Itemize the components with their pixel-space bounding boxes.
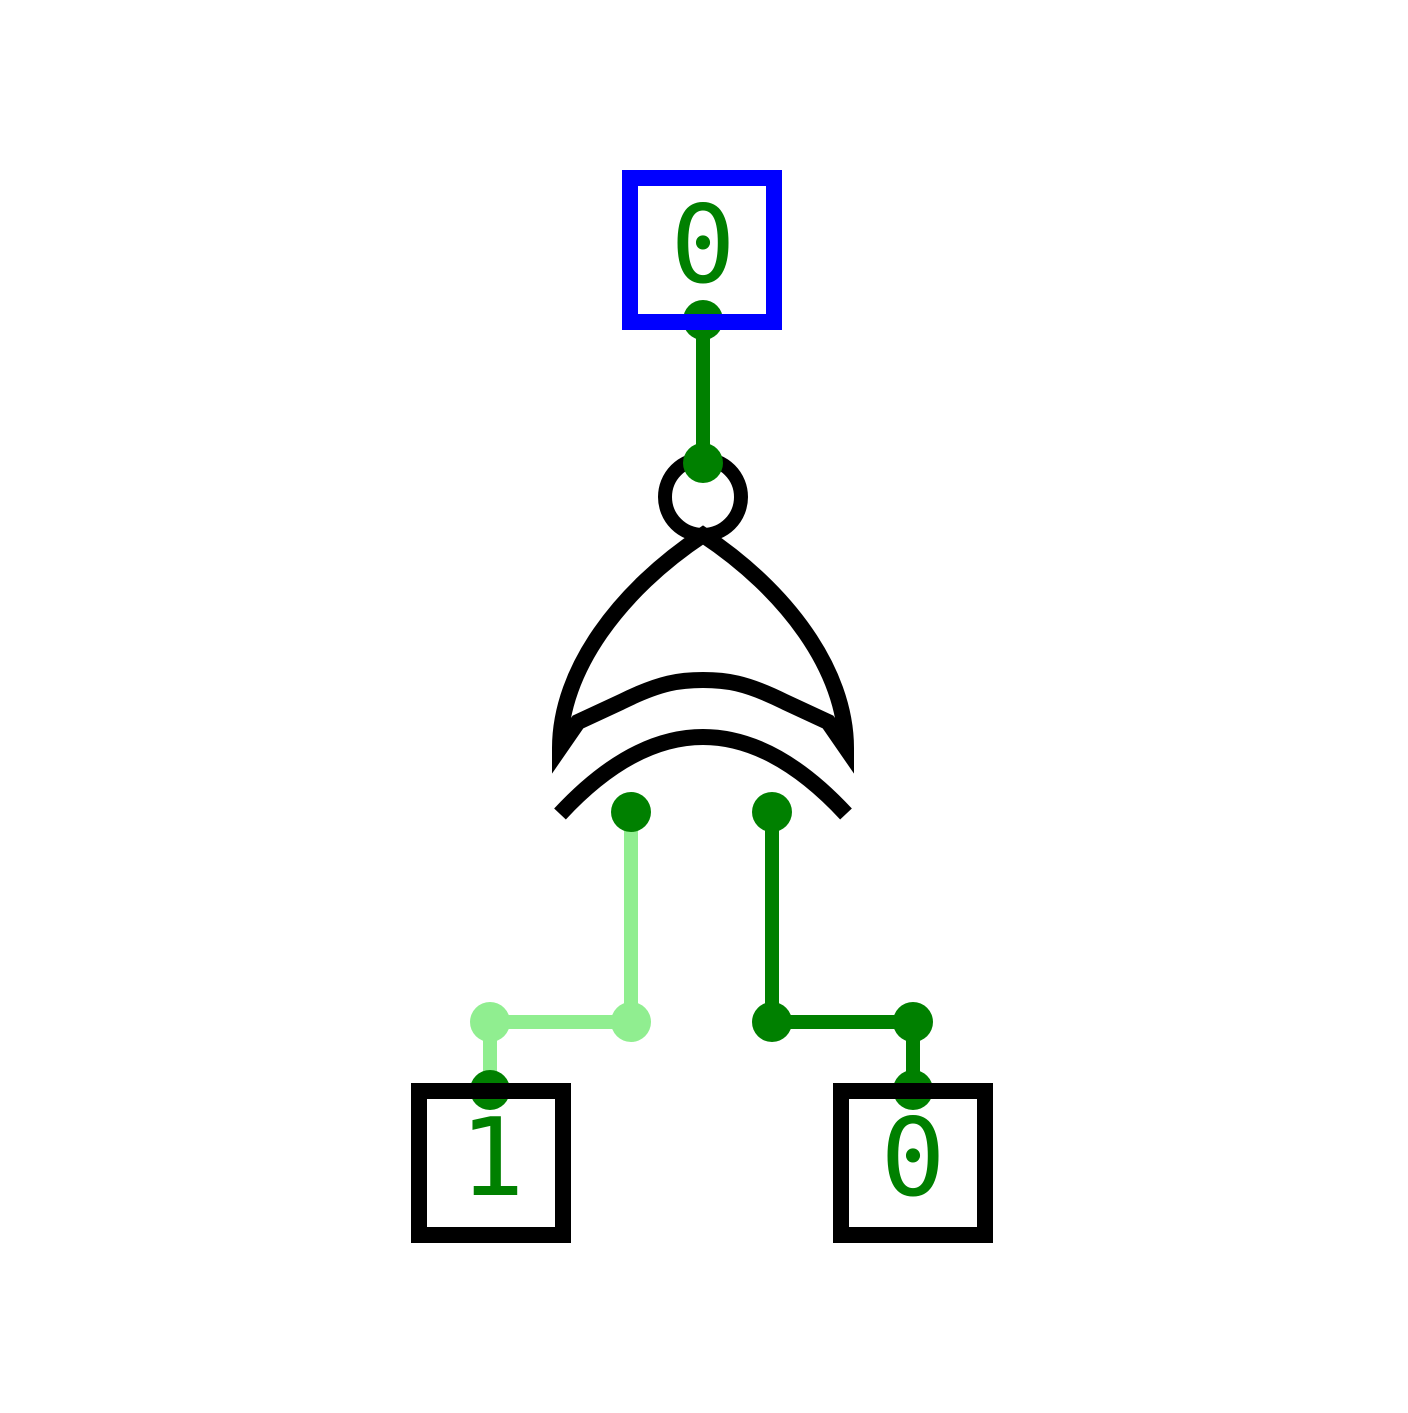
input-b-wire: [752, 792, 933, 1110]
input-a-box[interactable]: [411, 1083, 571, 1243]
output-value: 0: [670, 183, 735, 308]
input-b-wire-joint: [752, 1002, 792, 1042]
output-box: [622, 170, 782, 330]
input-b-node[interactable]: 0: [833, 1083, 993, 1243]
input-a-value: 1: [459, 1096, 524, 1221]
output-node: 0: [622, 170, 782, 330]
input-b-wire-path: [765, 805, 920, 1097]
input-a-wire-path: [483, 805, 638, 1097]
gate-body: [551, 525, 855, 774]
input-a-node[interactable]: 1: [411, 1083, 571, 1243]
input-b-value: 0: [880, 1096, 945, 1221]
input-a-wire: [470, 792, 651, 1110]
input-a-wire-joint: [611, 1002, 651, 1042]
input-b-gate-pin: [752, 792, 792, 832]
input-b-box[interactable]: [833, 1083, 993, 1243]
input-a-wire-joint: [470, 1002, 510, 1042]
input-a-gate-pin: [611, 792, 651, 832]
input-b-wire-joint: [893, 1002, 933, 1042]
xnor-gate-icon: [551, 452, 855, 820]
output-wire-joint-bottom: [683, 443, 723, 483]
gate-xor-curve: [554, 729, 852, 820]
